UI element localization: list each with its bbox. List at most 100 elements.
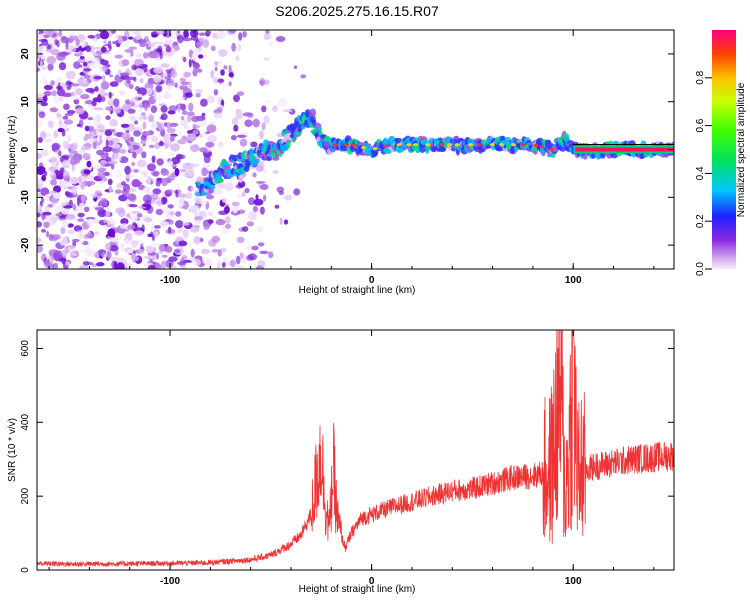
spectrogram-noise-cell (101, 65, 108, 73)
spectrogram-noise-cell (60, 36, 69, 44)
spectrogram-noise-cell (250, 141, 258, 148)
spectrogram-noise-cell (97, 171, 106, 179)
spectrogram-noise-cell (263, 33, 272, 40)
spectrogram-noise-cell (43, 84, 53, 91)
spectrogram-noise-cell (108, 74, 114, 78)
spectrogram-noise-cell (97, 94, 102, 103)
spectrogram-noise-cell (199, 147, 208, 153)
spectrogram-noise-cell (94, 207, 104, 211)
spectrogram-noise-cell (265, 30, 270, 34)
spectrogram-noise-cell (131, 96, 139, 103)
spectrogram-noise-cell (78, 249, 88, 253)
spectrogram-noise-cell (276, 186, 285, 193)
spectrogram-noise-cell (109, 119, 118, 127)
spectrogram-noise-cell (135, 34, 142, 41)
spectrogram-noise-cell (100, 252, 108, 258)
spectrogram-noise-cell (44, 170, 48, 177)
spectrogram-noise-cell (80, 94, 90, 100)
spectrogram-noise-cell (143, 102, 148, 112)
spectrogram-noise-cell (251, 245, 259, 251)
spectrogram-noise-cell (200, 98, 208, 107)
spectrogram-noise-cell (186, 114, 192, 123)
spectrogram-noise-cell (97, 209, 107, 218)
spectrogram-noise-cell (257, 242, 265, 247)
spectrogram-noise-cell (97, 88, 106, 95)
spectrogram-noise-cell (151, 223, 157, 231)
snr-ylabel: SNR (10 * v/v) (7, 418, 18, 482)
spectrogram-noise-cell (206, 194, 214, 200)
spectrogram-noise-cell (45, 49, 55, 53)
spectrogram-noise-cell (96, 135, 101, 142)
spectrogram-noise-cell (213, 89, 219, 96)
snr-ticks: -100 0 100 0 200 400 600 (20, 330, 674, 587)
spectrogram-noise-cell (90, 193, 97, 199)
spectrogram-noise-cell (214, 61, 218, 66)
spectrogram-noise-cell (257, 260, 266, 268)
x-tick-label: 100 (565, 576, 582, 587)
spectrogram-noise-cell (161, 177, 168, 187)
spectrogram-noise-cell (51, 142, 61, 151)
spectrogram-noise-cell (108, 91, 112, 99)
spectrogram-noise-cell (170, 135, 175, 142)
spectrogram-noise-cell (67, 223, 74, 228)
spectrogram-noise-cell (113, 105, 122, 113)
spectrogram-noise-cell (94, 46, 103, 51)
spectrogram-noise-cell (275, 36, 286, 42)
spectrogram-noise-cell (130, 51, 134, 57)
spectrogram-noise-cell (43, 260, 53, 269)
spectrogram-noise-cell (167, 82, 177, 87)
spectrogram-noise-cell (72, 186, 78, 195)
spectrogram-noise-cell (268, 251, 274, 259)
spectrogram-noise-cell (110, 162, 115, 170)
spectrogram-peak-cell (396, 143, 402, 147)
spectrogram-noise-cell (228, 72, 234, 78)
spectrogram-noise-cell (82, 153, 91, 160)
spectrogram-noise-cell (105, 139, 109, 148)
spectrogram-noise-cell (210, 45, 216, 52)
spectrogram-noise-cell (168, 256, 178, 262)
spectrogram-noise-cell (78, 64, 83, 68)
spectrogram-noise-cell (200, 248, 211, 255)
spectrogram-noise-cell (37, 244, 43, 253)
spectrogram-noise-cell (46, 43, 51, 51)
spectrogram-noise-cell (143, 255, 154, 260)
spectrogram-noise-cell (75, 38, 80, 47)
spectrogram-noise-cell (168, 105, 178, 112)
spectrogram-noise-cell (38, 137, 43, 143)
spectrogram-noise-cell (92, 141, 97, 150)
spectrogram-noise-cell (109, 81, 119, 87)
spectrogram-noise-cell (172, 64, 177, 70)
spectrogram-noise-cell (160, 168, 169, 176)
spectrogram-noise-cell (63, 119, 74, 125)
spectrogram-noise-cell (69, 152, 73, 159)
spectrogram-noise-cell (198, 32, 206, 36)
spectrogram-peak-cell (468, 143, 474, 147)
spectrogram-noise-cell (152, 188, 162, 195)
spectrogram-noise-cell (261, 105, 267, 113)
spectrogram-noise-cell (65, 214, 76, 220)
spectrogram-noise-cell (117, 148, 127, 154)
spectrogram-noise-cell (180, 81, 190, 86)
spectrogram-band-cell (286, 140, 291, 149)
spectrogram-noise-cell (40, 101, 48, 107)
spectrogram-noise-cell (206, 95, 215, 104)
spectrogram-noise-cell (40, 131, 47, 140)
spectrogram-noise-cell (79, 240, 84, 244)
spectrogram-noise-cell (190, 248, 195, 258)
spectrogram-noise-cell (201, 112, 206, 117)
spectrogram-noise-cell (182, 37, 193, 42)
spectrogram-noise-cell (215, 218, 226, 226)
spectrogram-noise-cell (73, 141, 78, 149)
spectrogram-noise-cell (255, 194, 259, 201)
spectrogram-noise-cell (181, 110, 188, 116)
spectrogram-noise-cell (72, 94, 81, 100)
spectrogram-peak-cell (549, 147, 555, 151)
spectrogram-noise-cell (175, 189, 179, 198)
spectrogram-band-cell (582, 152, 588, 160)
spectrogram-noise-cell (128, 46, 137, 50)
spectrogram-noise-cell (79, 55, 85, 60)
spectrogram-noise-cell (76, 78, 86, 85)
spectrogram-noise-cell (181, 265, 187, 269)
spectrogram-noise-cell (160, 105, 168, 113)
spectrogram-noise-cell (120, 123, 130, 128)
